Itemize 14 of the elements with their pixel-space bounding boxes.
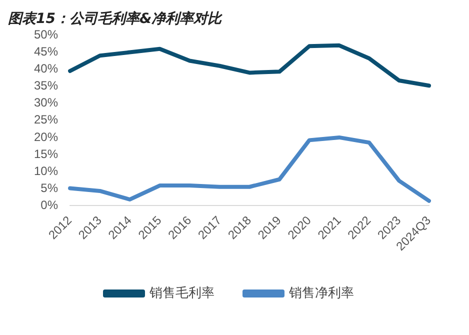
y-tick-label: 25% — [34, 112, 58, 127]
y-tick-label: 40% — [34, 62, 58, 76]
y-tick-label: 10% — [34, 164, 58, 178]
chart-title: 图表15：公司毛利率&净利率对比 — [7, 10, 224, 27]
y-tick-label: 45% — [34, 44, 58, 59]
y-tick-label: 30% — [34, 96, 58, 110]
y-tick-label: 0% — [40, 198, 58, 212]
y-tick-label: 35% — [34, 78, 58, 93]
legend-label: 销售毛利率 — [148, 284, 214, 301]
y-tick-label: 50% — [34, 28, 58, 42]
y-tick-label: 15% — [34, 146, 58, 161]
y-tick-label: 5% — [40, 180, 58, 195]
legend-label: 销售净利率 — [288, 284, 354, 301]
y-tick-label: 20% — [34, 130, 58, 144]
